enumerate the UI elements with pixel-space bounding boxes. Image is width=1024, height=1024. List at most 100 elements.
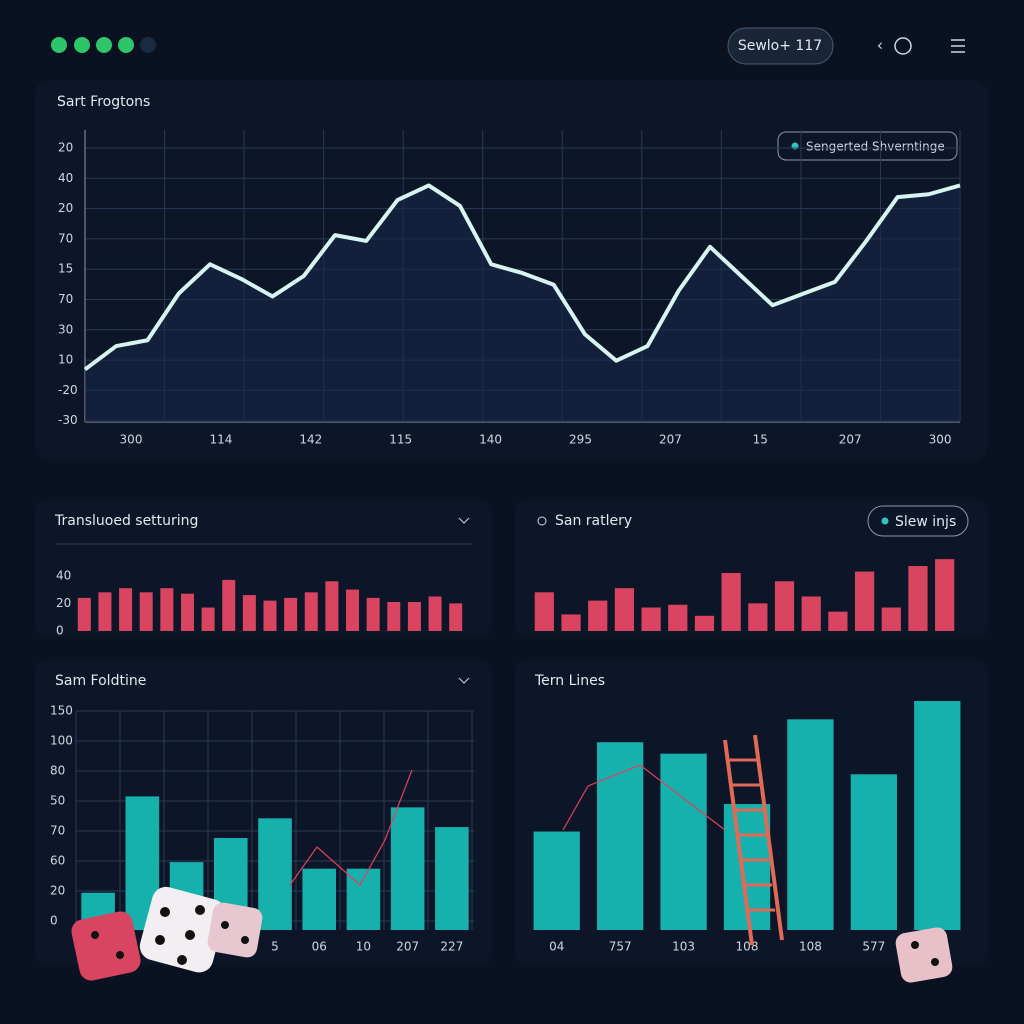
bar — [668, 604, 688, 631]
bar — [304, 592, 318, 631]
ladder — [723, 734, 784, 946]
legend-text: Sengerted Shverntinge — [806, 140, 945, 154]
x-tick-label: 04 — [549, 940, 564, 954]
bar — [881, 607, 901, 631]
bar — [694, 615, 715, 631]
area — [85, 185, 960, 422]
bar — [614, 588, 635, 631]
dot — [118, 37, 134, 53]
y-tick-label: 60 — [50, 854, 65, 868]
bar — [561, 614, 581, 631]
window-dots — [51, 37, 156, 53]
x-tick-label: 207 — [839, 433, 862, 447]
x-tick-label: 577 — [862, 940, 885, 954]
y-tick-label: 100 — [50, 734, 73, 748]
bar — [302, 868, 337, 930]
bar — [435, 827, 469, 930]
bar — [387, 602, 401, 631]
back-icon[interactable]: ‹ — [877, 36, 883, 55]
bar — [534, 592, 554, 631]
x-tick-label: 103 — [672, 940, 695, 954]
bar — [588, 600, 608, 631]
y-tick-label: 20 — [56, 596, 71, 610]
bar — [180, 593, 194, 631]
bar — [258, 818, 292, 930]
x-tick-label: 207 — [396, 940, 419, 954]
x-tick-label: 295 — [569, 433, 592, 447]
x-tick-label: 227 — [440, 940, 463, 954]
legend — [777, 131, 958, 161]
bar — [449, 603, 463, 631]
y-tick-label: 20 — [58, 201, 73, 215]
bar — [935, 559, 955, 631]
x-tick-label: 300 — [929, 433, 952, 447]
menu-icon[interactable] — [951, 39, 965, 53]
icon — [537, 516, 547, 526]
bar — [908, 566, 928, 631]
x-tick-label: 108 — [736, 940, 759, 954]
bar — [850, 774, 898, 930]
power-icon[interactable] — [894, 37, 912, 55]
x-tick-label: 207 — [659, 433, 682, 447]
status-pill-text: Sewlo+ 117 — [738, 38, 822, 54]
button-text: Slew injs — [895, 514, 956, 530]
bar — [428, 596, 442, 631]
bar — [201, 607, 215, 631]
x-tick-label: 5 — [271, 940, 279, 954]
bar — [914, 701, 961, 930]
bar — [242, 595, 256, 631]
x-tick-label: 15 — [753, 433, 768, 447]
bar — [787, 719, 834, 930]
y-tick-label: 80 — [50, 764, 65, 778]
bar — [407, 602, 421, 631]
x-tick-label: 108 — [799, 940, 822, 954]
bar — [774, 581, 795, 631]
y-tick-label: 20 — [50, 884, 65, 898]
y-tick-label: 150 — [50, 704, 73, 718]
x-tick-label: 06 — [312, 940, 327, 954]
x-tick-label: 114 — [209, 433, 232, 447]
bar — [98, 592, 112, 631]
bar — [801, 596, 821, 631]
panel-title: San ratlery — [555, 513, 632, 529]
y-tick-label: 50 — [50, 794, 65, 808]
button[interactable] — [867, 505, 969, 537]
y-tick-label: 15 — [58, 262, 73, 276]
bar — [222, 579, 236, 631]
y-tick-label: 40 — [58, 171, 73, 185]
bar — [139, 592, 153, 631]
bar — [390, 807, 425, 930]
bar — [263, 600, 277, 631]
dot — [51, 37, 67, 53]
bar — [854, 571, 875, 631]
bar — [721, 572, 741, 631]
line — [83, 183, 961, 372]
panel-title: Tern Lines — [534, 673, 605, 689]
dice — [71, 886, 953, 983]
x-tick-label: 10 — [356, 940, 371, 954]
x-tick-label: 140 — [479, 433, 502, 447]
bar — [596, 742, 644, 930]
y-tick-label: 70 — [58, 292, 73, 306]
y-tick-label: 30 — [58, 322, 73, 336]
dot — [140, 37, 156, 53]
chevron[interactable] — [458, 677, 470, 684]
main-title: Sart Frogtons — [57, 94, 150, 110]
bar — [533, 831, 580, 930]
panel-title: Sam Foldtine — [55, 673, 146, 689]
bar — [641, 607, 661, 631]
y-tick-label: 70 — [58, 231, 73, 245]
chevron[interactable] — [458, 517, 470, 524]
y-tick-label: -20 — [58, 383, 78, 397]
y-tick-label: 70 — [50, 824, 65, 838]
bar — [366, 597, 380, 631]
y-tick-label: 20 — [58, 141, 73, 155]
bar — [325, 581, 339, 631]
bar — [160, 588, 174, 631]
bar — [660, 753, 707, 930]
status-pill[interactable] — [727, 27, 834, 65]
x-tick-label: 300 — [120, 433, 143, 447]
panel-title: Transluoed setturing — [54, 513, 198, 529]
dot — [74, 37, 90, 53]
